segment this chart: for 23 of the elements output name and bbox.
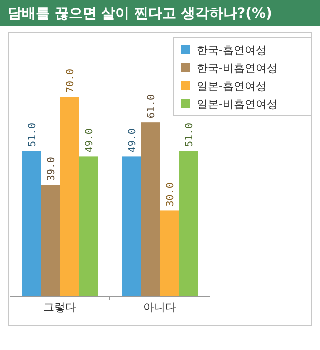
data-label: 30.0	[166, 182, 176, 207]
data-label: 49.0	[128, 128, 138, 153]
bar	[79, 156, 98, 296]
x-tick-label: 아니다	[144, 301, 176, 314]
bar	[41, 185, 60, 296]
bar	[22, 151, 41, 296]
data-label: 49.0	[84, 128, 96, 153]
data-label: 70.0	[66, 68, 76, 93]
data-label: 51.0	[28, 122, 38, 148]
bar	[122, 156, 141, 296]
bar	[179, 151, 198, 296]
bar	[141, 122, 160, 296]
legend-label: 한국-흡연여성	[197, 44, 267, 57]
x-tick-label: 그렇다	[44, 301, 76, 314]
data-label: 51.0	[184, 122, 196, 148]
legend-label: 일본-흡연여성	[197, 80, 267, 93]
legend-label: 일본-비흡연여성	[197, 98, 278, 111]
bar	[60, 97, 79, 296]
data-label: 61.0	[146, 94, 158, 119]
data-label: 39.0	[46, 157, 58, 182]
legend-label: 한국-비흡연여성	[197, 62, 278, 75]
chart-title: 담배를 끊으면 살이 찐다고 생각하나?(%)	[8, 6, 272, 22]
bar	[160, 210, 179, 296]
